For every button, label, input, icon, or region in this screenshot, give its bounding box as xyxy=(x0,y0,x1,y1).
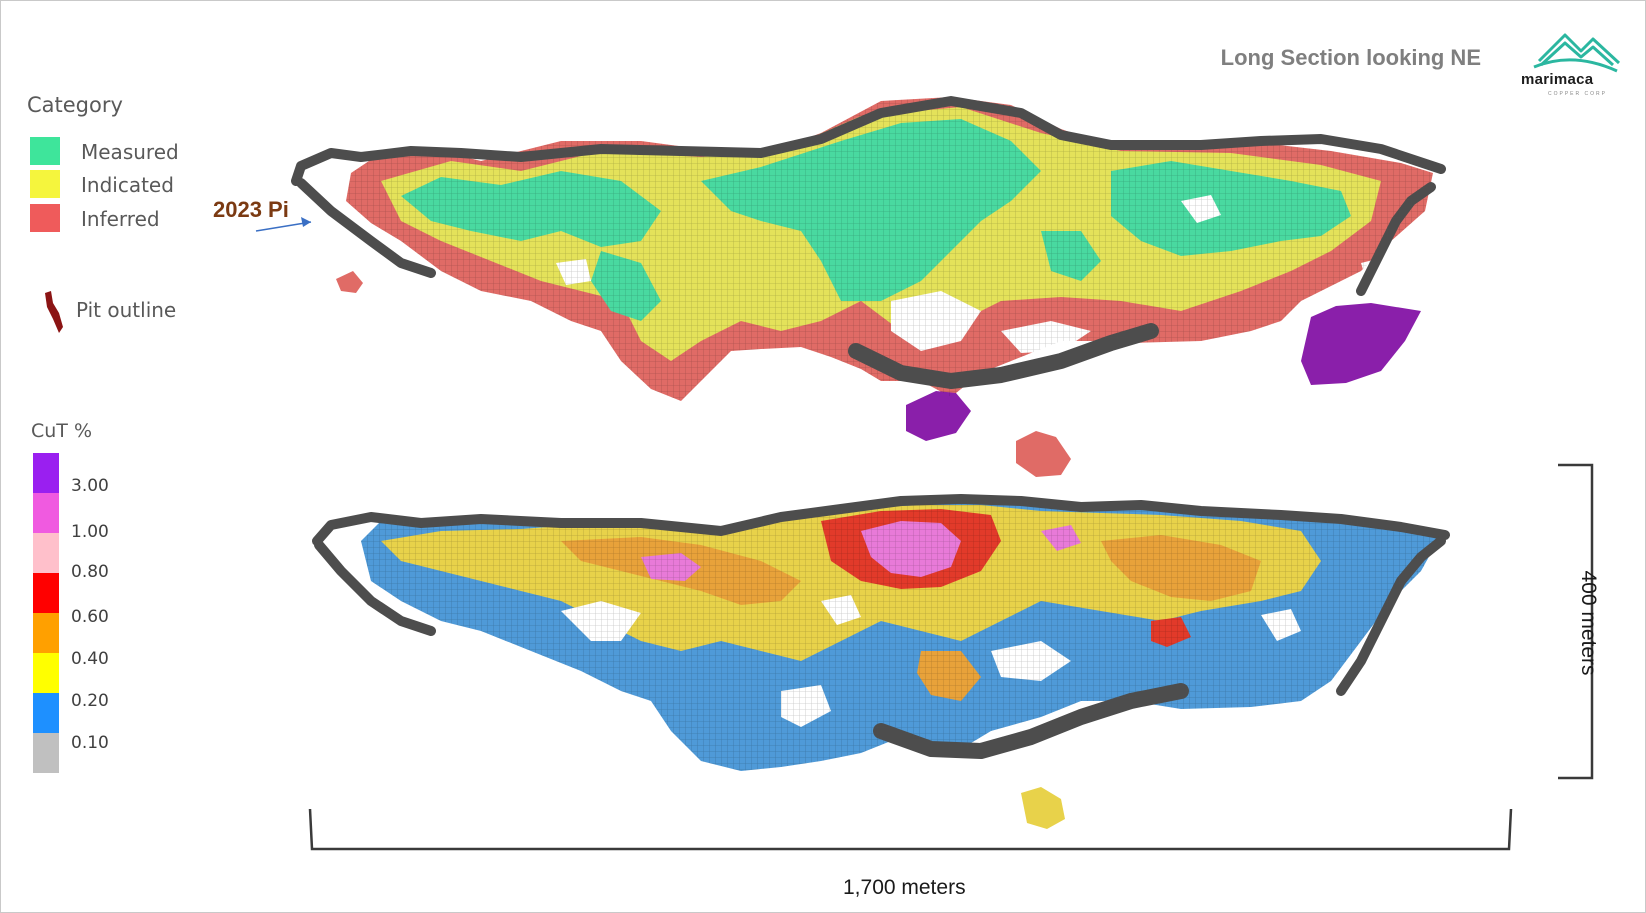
marimaca-logo-icon xyxy=(1533,33,1621,73)
width-scale-label: 1,700 meters xyxy=(843,876,966,899)
indicated-swatch xyxy=(30,170,60,198)
grade-label-4: 0.40 xyxy=(71,649,109,669)
grade-label-6: 0.10 xyxy=(71,733,109,753)
grade-pit-outline xyxy=(1336,536,1446,696)
grade-swatch-1 xyxy=(33,493,59,533)
height-scale-label: 400 meters xyxy=(1577,570,1600,676)
brand-name: marimaca xyxy=(1521,71,1594,88)
brand-tagline: COPPER CORP xyxy=(1548,91,1607,97)
measured-swatch xyxy=(30,137,60,165)
width-scale-bar xyxy=(308,808,1513,851)
grade-pit-outline xyxy=(312,494,1450,546)
category-pit-outline xyxy=(848,323,1159,389)
grade-pod xyxy=(1021,787,1065,829)
grade-label-5: 0.20 xyxy=(71,691,109,711)
height-scale-bar xyxy=(1558,463,1594,780)
indicated-label: Indicated xyxy=(81,173,174,197)
grade-swatch-5 xyxy=(33,653,59,693)
measured-label: Measured xyxy=(81,140,179,164)
annotation-arrow xyxy=(255,221,312,232)
inferred-label: Inferred xyxy=(81,207,160,231)
category-body-high-grade-2 xyxy=(906,391,971,441)
category-pit-outline xyxy=(1356,182,1436,296)
pit-outline-legend-icon xyxy=(45,291,63,333)
grade-swatch-4 xyxy=(33,613,59,653)
inferred-swatch xyxy=(30,204,60,232)
grade-label-1: 1.00 xyxy=(71,522,109,542)
category-body-pod xyxy=(1016,431,1071,477)
category-body-high-grade-1 xyxy=(1301,303,1421,385)
grade-label-0: 3.00 xyxy=(71,476,109,496)
grade-pit-outline xyxy=(873,683,1189,759)
grade-label-2: 0.80 xyxy=(71,562,109,582)
pit-outline-label: Pit outline xyxy=(76,298,177,322)
annotation-arrowhead xyxy=(301,217,311,227)
category-pit-outline xyxy=(291,96,1446,186)
grade-swatch-7 xyxy=(33,733,59,773)
grade-pit-outline xyxy=(314,540,436,636)
grade-swatch-2 xyxy=(33,533,59,573)
category-body-pod-small xyxy=(336,271,363,293)
grade-swatch-6 xyxy=(33,693,59,733)
grade-label-3: 0.60 xyxy=(71,607,109,627)
pit-annotation-label: 2023 Pi xyxy=(213,197,289,222)
category-section xyxy=(291,96,1446,477)
category-legend-title: Category xyxy=(27,93,123,117)
category-pit-outline xyxy=(296,178,436,278)
grade-legend-title: CuT % xyxy=(31,420,93,442)
grade-swatch-3 xyxy=(33,573,59,613)
page-title: Long Section looking NE xyxy=(1220,45,1481,70)
grade-swatch-0 xyxy=(33,453,59,493)
grade-section xyxy=(312,494,1450,829)
